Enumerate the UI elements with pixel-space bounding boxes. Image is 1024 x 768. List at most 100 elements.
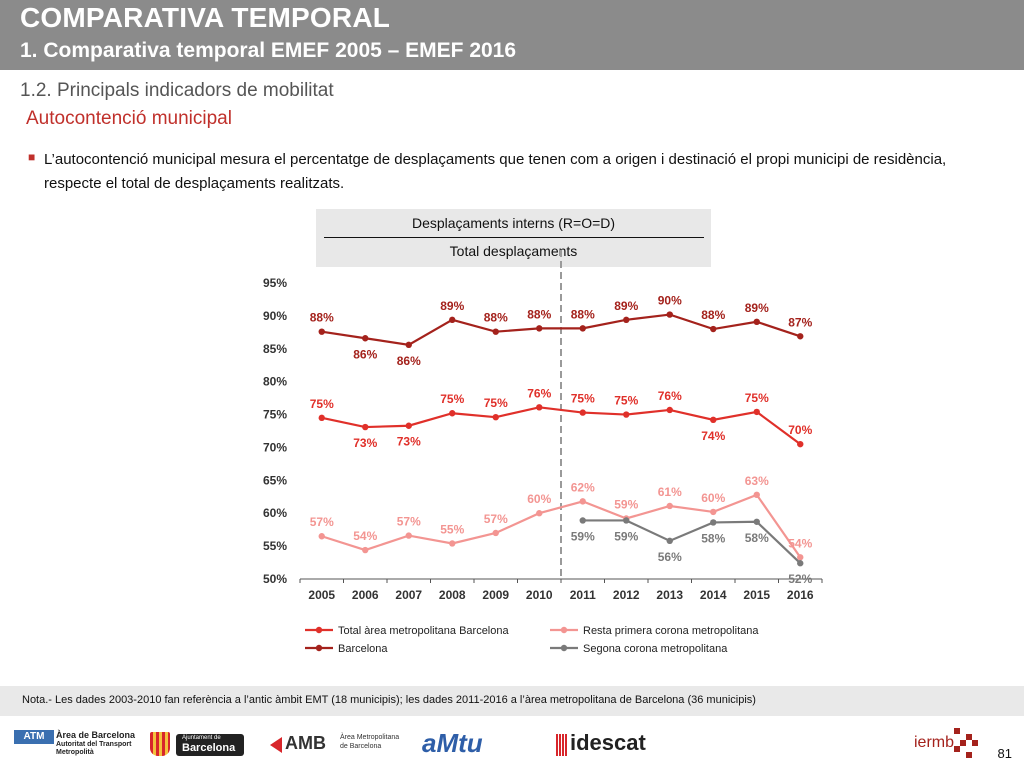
data-label: 75% — [310, 397, 334, 411]
y-tick-label: 50% — [263, 572, 287, 586]
ajuntament-text2: Barcelona — [182, 742, 236, 754]
data-label: 76% — [658, 389, 682, 403]
amb-logo: AMB Àrea Metropolitana de Barcelona — [270, 728, 410, 760]
data-point — [666, 537, 673, 545]
data-label: 86% — [353, 347, 377, 361]
data-label: 75% — [440, 392, 464, 406]
data-label: 88% — [571, 307, 595, 321]
data-point — [318, 414, 325, 422]
data-label: 59% — [614, 497, 638, 511]
data-point — [492, 529, 499, 537]
data-point — [623, 316, 630, 324]
data-point — [405, 532, 412, 539]
data-point — [710, 519, 717, 526]
data-label: 58% — [745, 531, 769, 545]
legend-label: Total àrea metropolitana Barcelona — [338, 625, 509, 637]
legend-label: Segona corona metropolitana — [583, 643, 728, 655]
amtu-logo: aMtu — [422, 728, 552, 760]
series-line — [321, 313, 801, 346]
x-tick-label: 2009 — [482, 588, 509, 602]
x-tick-label: 2011 — [570, 588, 596, 602]
data-label: 89% — [745, 301, 769, 315]
data-point — [362, 423, 369, 431]
amb-arrow-icon — [270, 737, 282, 753]
data-point — [666, 406, 673, 414]
data-point — [536, 510, 543, 517]
data-label: 89% — [614, 299, 638, 313]
y-tick-label: 85% — [263, 342, 287, 356]
data-point — [797, 333, 804, 340]
data-point — [492, 413, 499, 421]
iermb-logo: iermb — [914, 728, 984, 760]
subsection-heading: Autocontenció municipal — [26, 108, 232, 129]
formula-box: Desplaçaments interns (R=O=D) Total desp… — [316, 209, 711, 267]
formula-fraction-line — [324, 237, 704, 238]
data-label: 74% — [701, 429, 725, 443]
y-tick-label: 95% — [263, 276, 287, 290]
data-point — [536, 325, 543, 332]
data-point — [797, 554, 804, 561]
idescat-logo-text: idescat — [570, 730, 646, 755]
data-point — [405, 341, 412, 349]
data-label: 73% — [353, 436, 377, 450]
legend-swatch-marker — [315, 644, 323, 652]
data-label: 70% — [788, 423, 812, 437]
series-resta-primera-corona-metropolitana: 57% 54% 57% 55% 57% 60% 62% 59% 61% 60% 63% 54% — [310, 474, 813, 561]
page-title: COMPARATIVA TEMPORAL — [20, 2, 391, 33]
data-point — [623, 411, 630, 418]
series-total-rea-metropolitana-barcelona: 75% 73% 73% 75% 75% 76% 75% 75% 76% 74% 75% 70% — [310, 386, 813, 450]
x-tick-label: 2014 — [700, 588, 727, 602]
data-label: 57% — [484, 512, 508, 526]
data-label: 52% — [788, 572, 812, 586]
data-point — [318, 533, 325, 540]
x-tick-label: 2012 — [613, 588, 640, 602]
data-label: 88% — [701, 308, 725, 322]
legend-swatch-marker — [560, 644, 568, 652]
ajuntament-text1: Ajuntament de — [182, 735, 221, 741]
data-label: 57% — [397, 515, 421, 529]
data-point — [710, 416, 717, 424]
data-point — [710, 508, 717, 516]
data-label: 58% — [701, 531, 725, 545]
x-tick-label: 2005 — [308, 588, 335, 602]
series-line — [582, 519, 802, 565]
atm-logo-text3: Metropolità — [56, 749, 94, 756]
x-tick-label: 2006 — [352, 588, 379, 602]
data-point — [623, 517, 630, 524]
data-label: 62% — [571, 480, 595, 494]
data-label: 59% — [614, 529, 638, 543]
data-point — [362, 335, 369, 342]
data-point — [579, 409, 586, 416]
page-number: 81 — [997, 746, 1012, 761]
legend-label: Barcelona — [338, 643, 388, 655]
series-line — [321, 406, 801, 446]
y-tick-label: 65% — [263, 473, 287, 487]
legend-swatch-marker — [315, 626, 323, 634]
data-label: 56% — [658, 550, 682, 564]
data-label: 73% — [397, 435, 421, 449]
data-label: 75% — [571, 392, 595, 406]
data-point — [449, 316, 456, 324]
x-tick-label: 2007 — [395, 588, 422, 602]
data-point — [666, 311, 673, 318]
data-label: 75% — [614, 394, 638, 408]
data-label: 61% — [658, 485, 682, 499]
atm-logo-text2: Autoritat del Transport — [56, 741, 132, 748]
y-tick-label: 80% — [263, 375, 287, 389]
data-point — [449, 410, 456, 417]
data-point — [579, 498, 586, 505]
idescat-bars-icon — [556, 734, 568, 756]
data-label: 88% — [527, 307, 551, 321]
data-point — [405, 422, 412, 429]
data-point — [579, 325, 586, 332]
data-label: 86% — [397, 354, 421, 368]
iermb-logo-text: iermb — [914, 734, 955, 751]
y-tick-label: 55% — [263, 539, 287, 553]
line-chart: 50% 55% 60% 65% 70% 75% 80% 85% 90% 95% 2005 2006 20… — [263, 250, 823, 655]
description-text: L’autocontenció municipal mesura el perc… — [44, 151, 947, 192]
series-segona-corona-metropolitana: 59% 59% 56% 58% 58% 52% — [571, 517, 813, 586]
bullet-square-icon: ■ — [28, 150, 36, 164]
amb-logo-sub2: de Barcelona — [340, 743, 382, 750]
data-label: 60% — [527, 492, 551, 506]
data-point — [492, 328, 499, 335]
